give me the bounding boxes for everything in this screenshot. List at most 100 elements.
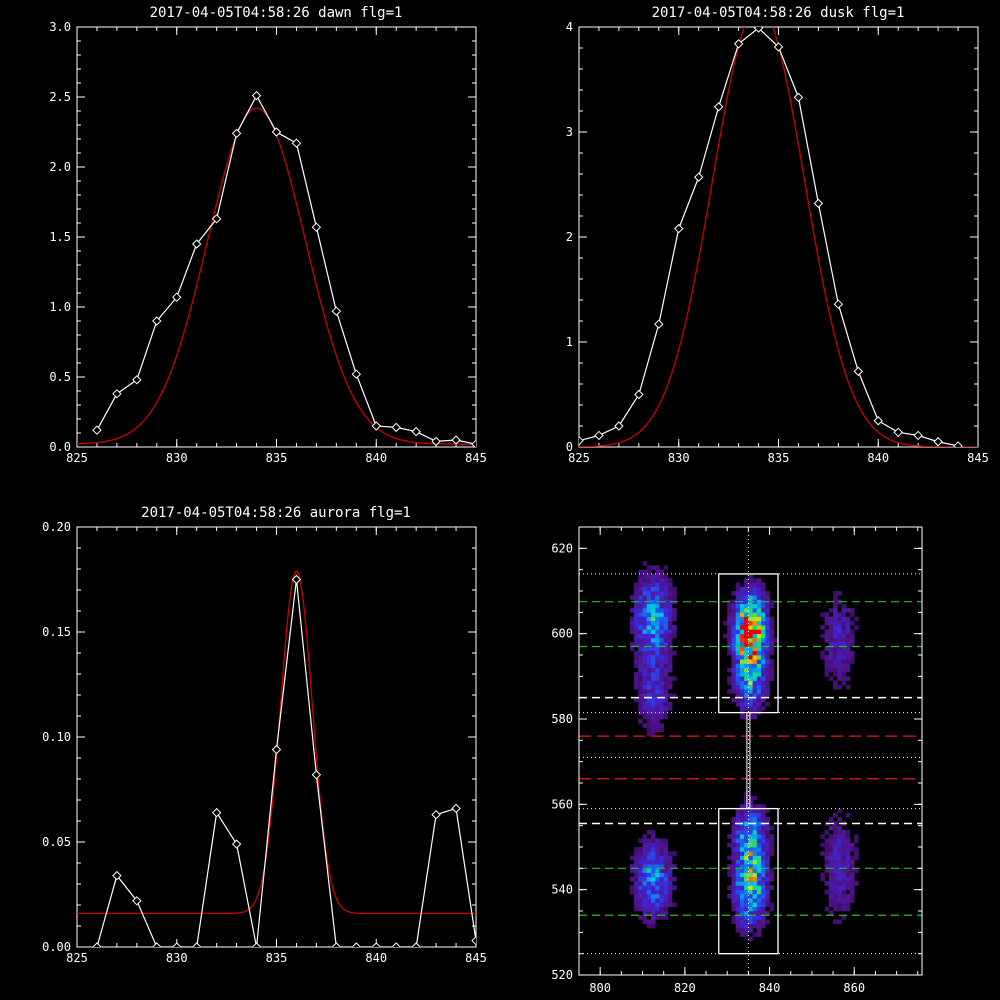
heatmap-pixel [727,633,732,639]
heatmap-pixel [756,684,762,690]
heatmap-pixel [634,876,639,882]
heatmap-pixel [731,591,736,596]
heatmap-pixel [672,586,677,592]
heatmap-pixel [739,804,745,809]
heatmap-pixel [761,595,766,600]
heatmap-pixel [828,911,834,916]
heatmap-pixel [841,646,847,652]
heatmap-pixel [850,889,855,895]
heatmap-pixel [748,616,753,622]
heatmap-pixel [765,629,770,634]
heatmap-pixel [752,795,758,801]
heatmap-pixel [744,825,749,831]
heatmap-pixel [731,855,736,861]
heatmap-pixel [731,655,736,660]
heatmap-pixel [739,842,745,848]
heatmap-pixel [646,573,652,579]
heatmap-pixel [761,650,766,656]
heatmap-pixel [638,838,643,844]
heatmap-pixel [748,889,753,895]
heatmap-pixel [828,625,834,630]
heatmap-pixel [634,616,639,622]
heatmap-pixel [752,629,758,634]
heatmap-pixel [638,616,643,622]
heatmap-pixel [634,595,639,600]
heatmap-pixel [663,646,669,652]
heatmap-pixel [824,655,830,660]
heatmap-pixel [748,642,753,647]
fit-curve [579,27,978,447]
heatmap-pixel [756,847,762,852]
heatmap-pixel [731,859,736,865]
heatmap-pixel [748,893,753,899]
heatmap-pixel [638,646,643,652]
heatmap-pixel [646,710,652,716]
heatmap-pixel [752,650,758,656]
heatmap-pixel [854,855,859,861]
heatmap-pixel [841,842,847,848]
heatmap-pixel [744,655,749,660]
heatmap-pixel [735,825,741,831]
heatmap-pixel [731,864,736,869]
heatmap-pixel [756,612,762,617]
heatmap-pixel [739,825,745,831]
heatmap-pixel [761,620,766,626]
heatmap-pixel [756,616,762,622]
heatmap-pixel [824,851,830,856]
heatmap-pixel [837,885,842,890]
heatmap-pixel [739,812,745,818]
heatmap-pixel [761,864,766,869]
heatmap-pixel [744,642,749,647]
heatmap-pixel [667,864,673,869]
heatmap-pixel [761,697,766,703]
heatmap-pixel [841,838,847,844]
heatmap-pixel [752,889,758,895]
heatmap-pixel [744,650,749,656]
heatmap-pixel [748,838,753,844]
heatmap-pixel [655,693,660,698]
heatmap-pixel [739,586,745,592]
data-point [291,138,302,148]
heatmap-pixel [756,591,762,596]
heatmap-pixel [646,620,652,626]
heatmap-pixel [735,625,741,630]
heatmap-pixel [739,680,745,686]
data-point [471,935,476,946]
heatmap-pixel [841,902,847,908]
heatmap-pixel [850,881,855,886]
heatmap-pixel [659,689,664,694]
heatmap-pixel [748,829,753,835]
y-tick-label: 3 [566,125,573,139]
heatmap-pixel [833,608,838,613]
y-tick-label: 620 [551,541,573,555]
heatmap-pixel [634,655,639,660]
heatmap-pixel [765,633,770,639]
heatmap-pixel [752,872,758,878]
heatmap-pixel [761,876,766,882]
heatmap-pixel [824,842,830,848]
heatmap-pixel [752,620,758,626]
heatmap-pixel [667,620,673,626]
heatmap-pixel [748,834,753,839]
heatmap-pixel [646,680,652,686]
heatmap-pixel [756,650,762,656]
heatmap-pixel [837,919,842,925]
heatmap-pixel [663,620,669,626]
heatmap-pixel [655,646,660,652]
heatmap-pixel [761,608,766,613]
heatmap-pixel [752,582,758,588]
heatmap-pixel [761,680,766,686]
heatmap-pixel [850,859,855,865]
heatmap-pixel [845,881,851,886]
heatmap-pixel [727,612,732,617]
heatmap-pixel [642,616,648,622]
data-point [614,421,624,431]
heatmap-pixel [845,659,851,664]
heatmap-pixel [642,714,648,720]
heatmap-pixel [650,591,656,596]
heatmap-pixel [659,608,664,613]
heatmap-pixel [650,847,656,852]
heatmap-pixel [650,595,656,600]
heatmap-pixel [744,915,749,920]
heatmap-pixel [850,608,855,613]
